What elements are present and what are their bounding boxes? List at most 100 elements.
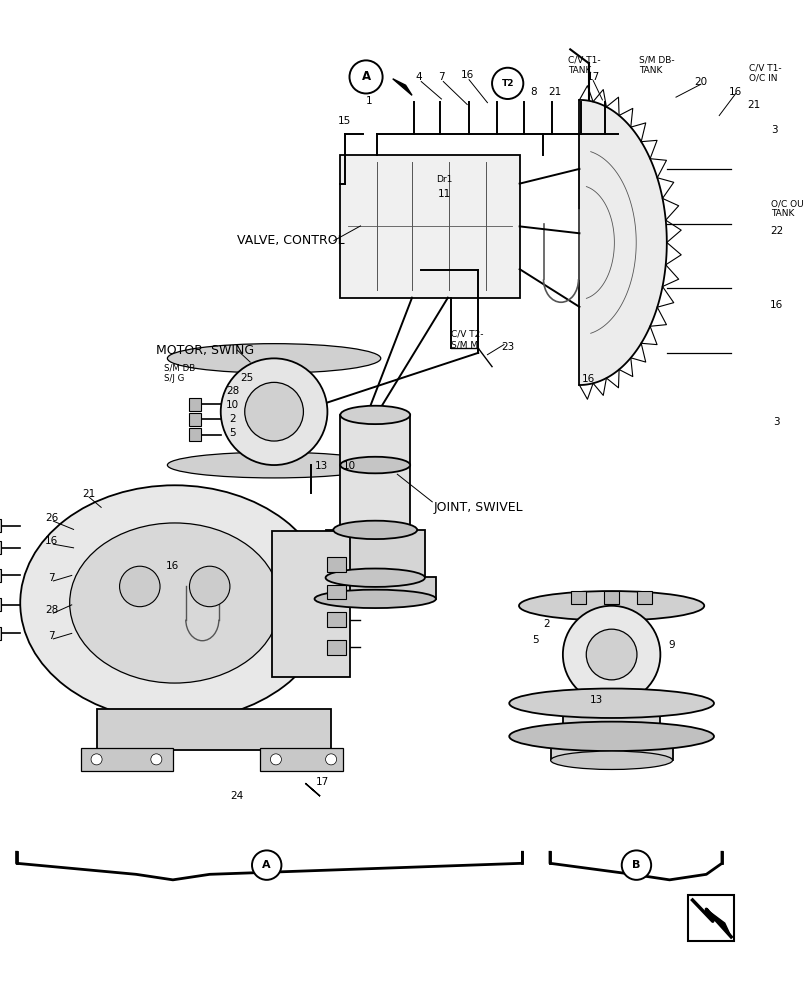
Text: 2: 2 xyxy=(229,414,236,424)
Polygon shape xyxy=(305,783,320,796)
Ellipse shape xyxy=(325,569,424,587)
Text: 3: 3 xyxy=(770,125,777,135)
Text: 1: 1 xyxy=(365,96,372,106)
Bar xyxy=(327,557,345,572)
Text: 10: 10 xyxy=(226,400,239,410)
Text: O/C IN: O/C IN xyxy=(748,73,777,82)
Text: 16: 16 xyxy=(45,536,58,546)
Text: VALVE, CONTROL: VALVE, CONTROL xyxy=(237,234,344,247)
Text: 28: 28 xyxy=(226,386,239,396)
Bar xyxy=(570,591,585,604)
Bar xyxy=(260,748,343,771)
Circle shape xyxy=(251,850,281,880)
Text: 2: 2 xyxy=(542,619,549,629)
Text: C/V T1-: C/V T1- xyxy=(748,63,781,72)
Circle shape xyxy=(491,68,523,99)
Ellipse shape xyxy=(70,523,279,683)
Text: 16: 16 xyxy=(581,374,594,384)
Bar xyxy=(325,530,424,578)
Text: 16: 16 xyxy=(768,300,782,310)
Text: 7: 7 xyxy=(438,72,444,82)
Bar xyxy=(0,541,1,554)
Text: S/M DB-: S/M DB- xyxy=(164,364,198,373)
Text: 10: 10 xyxy=(343,461,356,471)
Circle shape xyxy=(190,566,230,607)
Ellipse shape xyxy=(333,521,417,539)
Bar xyxy=(189,428,202,441)
Bar xyxy=(0,519,1,532)
Ellipse shape xyxy=(508,689,713,718)
Text: 21: 21 xyxy=(83,489,96,499)
Text: 25: 25 xyxy=(239,373,253,383)
Ellipse shape xyxy=(20,485,329,721)
Text: A: A xyxy=(361,70,370,83)
Ellipse shape xyxy=(167,344,381,373)
Bar xyxy=(0,598,1,611)
Bar xyxy=(327,585,345,599)
Bar xyxy=(327,612,345,627)
Text: 16: 16 xyxy=(728,87,741,97)
Bar xyxy=(562,703,659,736)
Text: S/M DB-: S/M DB- xyxy=(638,56,674,65)
Text: O/C OUT-: O/C OUT- xyxy=(770,199,803,208)
Polygon shape xyxy=(579,100,666,385)
Bar xyxy=(327,640,345,655)
Text: TANK: TANK xyxy=(638,66,662,75)
Circle shape xyxy=(270,754,281,765)
Bar xyxy=(637,591,651,604)
Text: 4: 4 xyxy=(414,72,422,82)
Text: 17: 17 xyxy=(586,72,599,82)
Bar xyxy=(189,413,202,426)
Bar xyxy=(550,738,671,760)
Text: 5: 5 xyxy=(229,428,236,438)
Polygon shape xyxy=(392,79,411,95)
Text: 11: 11 xyxy=(437,189,450,199)
Circle shape xyxy=(325,754,336,765)
Text: 20: 20 xyxy=(694,77,707,87)
Text: S/J G: S/J G xyxy=(164,374,184,383)
Circle shape xyxy=(151,754,161,765)
Polygon shape xyxy=(706,909,730,937)
Text: S/M M: S/M M xyxy=(450,340,477,349)
Ellipse shape xyxy=(519,591,703,620)
Bar xyxy=(314,577,435,599)
Ellipse shape xyxy=(340,406,410,424)
Circle shape xyxy=(244,382,303,441)
Bar xyxy=(0,627,1,640)
Text: T2: T2 xyxy=(501,79,513,88)
Circle shape xyxy=(120,566,160,607)
Text: C/V T1-: C/V T1- xyxy=(568,56,601,65)
Text: 9: 9 xyxy=(667,640,674,650)
Text: 13: 13 xyxy=(315,461,328,471)
Bar xyxy=(189,398,202,411)
Circle shape xyxy=(91,754,102,765)
Text: 21: 21 xyxy=(548,87,560,97)
Text: JOINT, SWIVEL: JOINT, SWIVEL xyxy=(434,501,523,514)
Circle shape xyxy=(562,606,659,703)
Bar xyxy=(81,748,173,771)
Text: 26: 26 xyxy=(45,513,58,523)
Text: 16: 16 xyxy=(166,561,179,571)
Bar xyxy=(0,569,1,582)
Text: 22: 22 xyxy=(769,226,783,236)
Text: Dr1: Dr1 xyxy=(435,175,452,184)
Ellipse shape xyxy=(550,751,671,769)
Bar xyxy=(272,531,350,677)
Text: 17: 17 xyxy=(316,777,329,787)
Text: TANK: TANK xyxy=(568,66,591,75)
Ellipse shape xyxy=(314,590,435,608)
Ellipse shape xyxy=(340,457,410,473)
Text: 16: 16 xyxy=(460,70,473,80)
Text: 23: 23 xyxy=(500,342,514,352)
Text: 15: 15 xyxy=(337,116,350,126)
Text: A: A xyxy=(262,860,271,870)
Text: MOTOR, SWING: MOTOR, SWING xyxy=(156,344,255,357)
Bar xyxy=(340,155,519,298)
Bar xyxy=(96,709,331,750)
Text: B: B xyxy=(631,860,640,870)
Ellipse shape xyxy=(167,452,381,478)
Bar xyxy=(604,591,618,604)
Text: 8: 8 xyxy=(529,87,536,97)
Text: 3: 3 xyxy=(772,417,779,427)
Text: C/V T2-: C/V T2- xyxy=(450,330,483,339)
